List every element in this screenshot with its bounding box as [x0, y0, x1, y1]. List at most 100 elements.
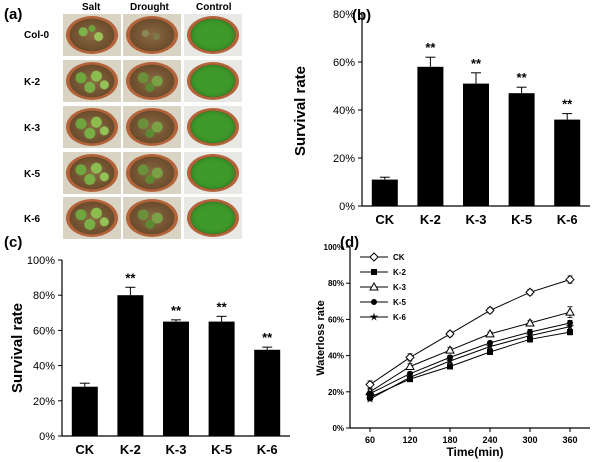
- y-axis-label: Waterloss rate: [315, 300, 327, 375]
- bar-k-2: [117, 295, 144, 436]
- data-point-k-2: [487, 348, 493, 355]
- panel-a-label: (a): [4, 6, 23, 23]
- legend-label: CK: [393, 253, 405, 262]
- legend-marker-k-3: [369, 281, 379, 291]
- x-tick-label: 300: [522, 435, 537, 445]
- photo-drought-k3: [123, 106, 181, 148]
- row-header-k2: K-2: [24, 77, 41, 88]
- photo-control-col0: [184, 14, 242, 56]
- significance-label: **: [517, 70, 528, 85]
- series-line-ck: [369, 279, 571, 386]
- significance-label: **: [171, 303, 182, 318]
- y-tick-label: 0%: [39, 431, 55, 443]
- category-label: K-5: [211, 442, 232, 457]
- category-label: CK: [75, 442, 94, 457]
- y-tick-label: 40%: [33, 361, 55, 373]
- data-point-ck: [525, 287, 535, 297]
- panel-label: (d): [340, 234, 359, 251]
- data-point-k-2: [527, 336, 533, 343]
- row-header-col0: Col-0: [24, 30, 49, 41]
- data-point-ck: [565, 274, 575, 285]
- column-header-drought: Drought: [130, 2, 169, 13]
- series-line-k-2: [369, 331, 571, 398]
- bar-k-6: [554, 119, 581, 206]
- photo-drought-k5: [123, 152, 181, 194]
- y-tick-label: 20%: [328, 388, 344, 397]
- y-tick-label: 40%: [333, 105, 355, 117]
- y-tick-label: 80%: [33, 290, 55, 302]
- photo-salt-col0: [63, 14, 121, 56]
- x-tick-label: 60: [365, 435, 375, 445]
- row-header-k6: K-6: [24, 214, 41, 225]
- significance-label: **: [262, 330, 273, 345]
- row-header-k5: K-5: [24, 169, 41, 180]
- photo-control-k2: [184, 60, 242, 102]
- category-label: CK: [375, 212, 394, 227]
- significance-label: **: [125, 270, 136, 285]
- photo-drought-col0: [123, 14, 181, 56]
- y-tick-label: 20%: [33, 396, 55, 408]
- significance-label: **: [562, 97, 573, 112]
- legend-label: K-6: [393, 313, 406, 322]
- data-point-k-2: [447, 363, 453, 370]
- category-label: K-3: [466, 212, 487, 227]
- series-line-k-3: [369, 311, 571, 393]
- legend-label: K-5: [393, 298, 406, 307]
- data-point-ck: [445, 329, 455, 339]
- y-tick-label: 100%: [324, 243, 344, 252]
- data-point-k-6: [405, 372, 415, 381]
- significance-label: **: [217, 299, 228, 314]
- y-tick-label: 80%: [328, 279, 344, 288]
- bar-k-2: [417, 66, 444, 206]
- row-header-k3: K-3: [24, 123, 41, 134]
- photo-drought-k2: [123, 60, 181, 102]
- x-tick-label: 120: [402, 435, 417, 445]
- bar-k-6: [254, 349, 281, 436]
- category-label: K-6: [557, 212, 578, 227]
- bar-k-3: [163, 321, 189, 436]
- bar-ck: [71, 386, 98, 436]
- y-tick-label: 0%: [339, 201, 355, 213]
- bar-k-5: [208, 321, 235, 436]
- legend-label: K-3: [393, 283, 406, 292]
- bar-k-3: [463, 83, 489, 206]
- column-header-control: Control: [196, 2, 232, 13]
- y-tick-label: 60%: [333, 57, 355, 69]
- data-point-ck: [485, 305, 495, 316]
- legend-marker-k-5: [371, 299, 377, 305]
- x-tick-label: 180: [442, 435, 457, 445]
- data-point-k-6: [445, 356, 455, 365]
- data-point-k-3: [565, 307, 575, 316]
- y-tick-label: 80%: [333, 9, 355, 21]
- data-point-k-5: [367, 390, 373, 397]
- y-tick-label: 100%: [27, 255, 55, 267]
- photo-salt-k2: [63, 60, 121, 102]
- data-point-k-6: [525, 331, 535, 340]
- x-axis-label: Time(min): [446, 445, 503, 459]
- data-point-k-6: [485, 342, 495, 351]
- y-tick-label: 0%: [332, 424, 344, 433]
- data-point-ck: [405, 352, 415, 363]
- series-line-k-6: [369, 326, 571, 400]
- photo-salt-k5: [63, 152, 121, 194]
- photo-control-k3: [184, 106, 242, 148]
- legend-marker-k-2: [371, 269, 377, 275]
- data-point-k-6: [565, 322, 575, 331]
- x-tick-label: 240: [482, 435, 497, 445]
- photo-control-k6: [184, 197, 242, 239]
- category-label: K-2: [420, 212, 441, 227]
- bar-k-5: [508, 93, 535, 206]
- y-axis-label: Survival rate: [9, 303, 26, 393]
- legend-label: K-2: [393, 268, 406, 277]
- photo-control-k5: [184, 152, 242, 194]
- category-label: K-5: [511, 212, 532, 227]
- category-label: K-3: [166, 442, 187, 457]
- y-tick-label: 60%: [33, 325, 55, 337]
- series-line-k-5: [369, 322, 571, 395]
- significance-label: **: [471, 56, 482, 71]
- significance-label: **: [425, 40, 436, 55]
- photo-salt-k6: [63, 197, 121, 239]
- panel-label: (c): [4, 234, 22, 251]
- data-point-k-3: [525, 318, 535, 327]
- photo-salt-k3: [63, 106, 121, 148]
